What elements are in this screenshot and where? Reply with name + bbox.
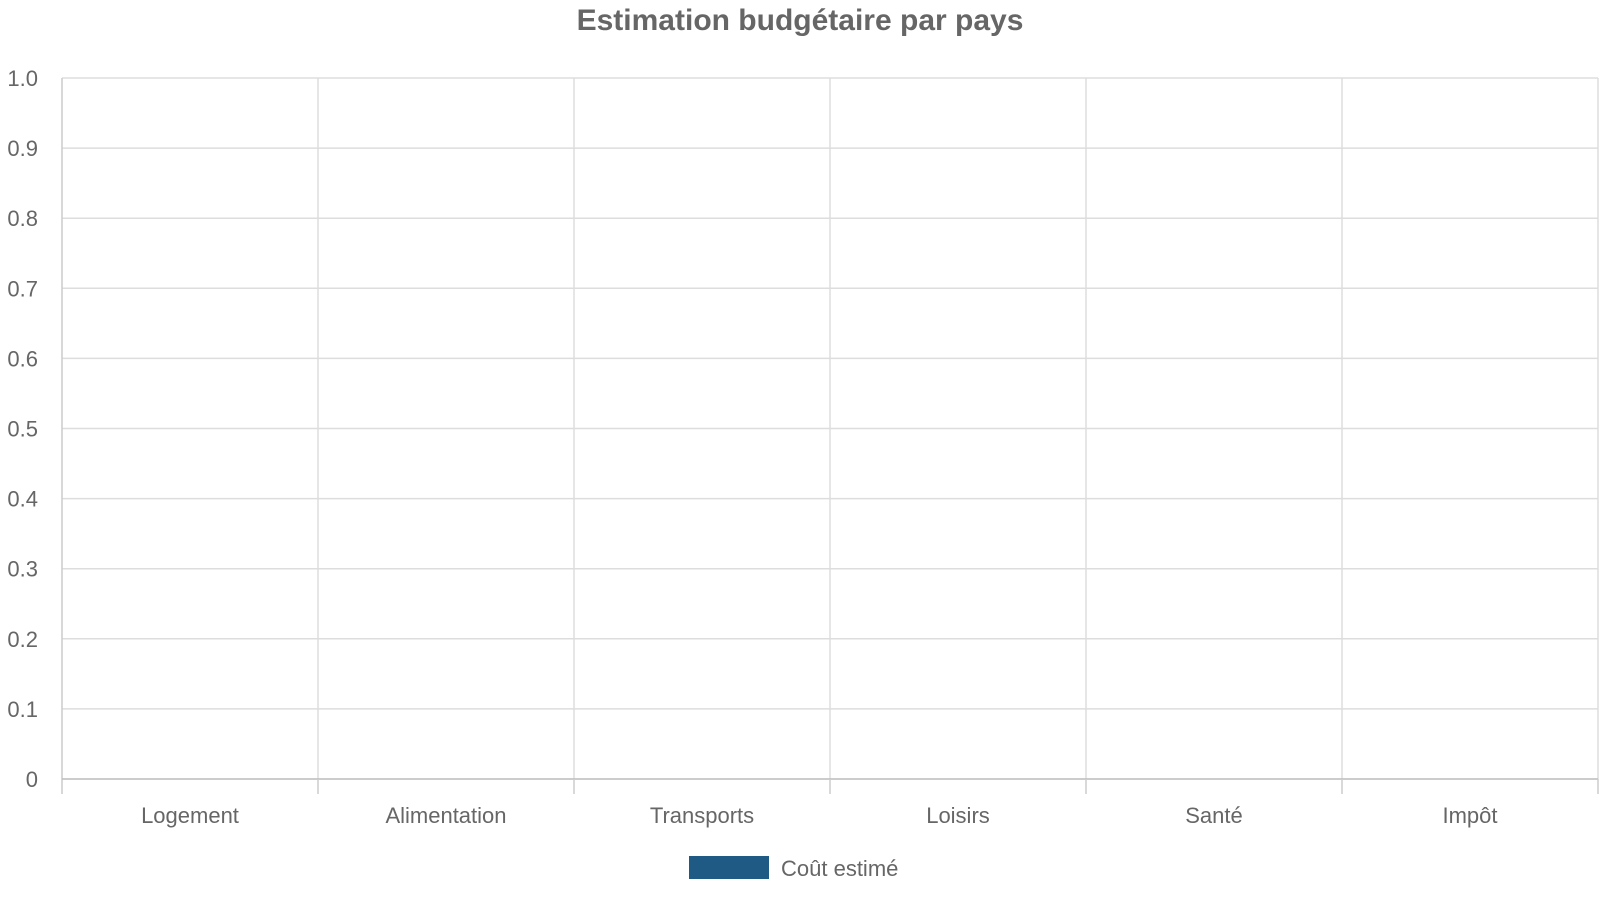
y-tick-label: 0.9	[7, 136, 38, 161]
chart-title: Estimation budgétaire par pays	[577, 4, 1024, 37]
x-tick-label: Transports	[650, 803, 754, 828]
y-tick-label: 1.0	[7, 66, 38, 91]
y-tick-label: 0.4	[7, 487, 38, 512]
legend-swatch-cout-estime	[689, 856, 769, 879]
y-tick-label: 0.8	[7, 206, 38, 231]
y-tick-label: 0.5	[7, 417, 38, 442]
y-tick-label: 0.7	[7, 276, 38, 301]
y-tick-label: 0.2	[7, 627, 38, 652]
y-tick-label: 0	[26, 767, 38, 792]
y-tick-label: 0.1	[7, 697, 38, 722]
legend-label-cout-estime: Coût estimé	[781, 856, 898, 881]
axes	[61, 78, 1599, 794]
y-tick-label: 0.3	[7, 557, 38, 582]
y-tick-label: 0.6	[7, 346, 38, 371]
x-tick-label: Logement	[141, 803, 239, 828]
x-axis-tick-labels: Logement Alimentation Transports Loisirs San…	[141, 803, 1497, 828]
x-tick-label: Alimentation	[385, 803, 506, 828]
grid	[62, 77, 1599, 779]
x-tick-label: Loisirs	[926, 803, 990, 828]
x-tick-label: Impôt	[1442, 803, 1497, 828]
y-axis-tick-labels: 0 0.1 0.2 0.3 0.4 0.5 0.6 0.7 0.8 0.9 1.0	[7, 66, 38, 792]
x-tick-label: Santé	[1185, 803, 1243, 828]
legend[interactable]: Coût estimé	[689, 856, 898, 881]
